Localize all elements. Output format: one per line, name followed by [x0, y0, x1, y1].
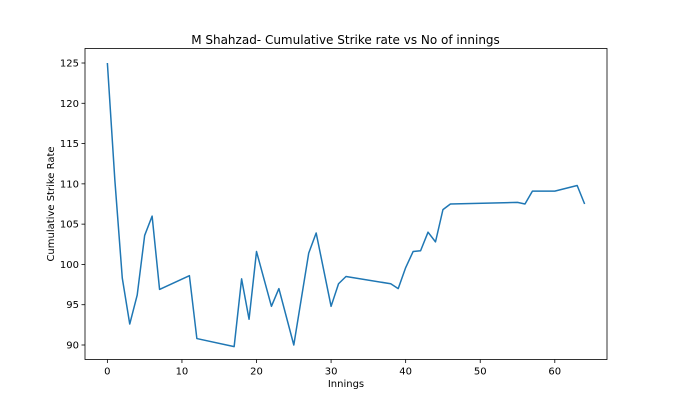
- y-axis-label: Cumulative Strike Rate: [46, 146, 57, 261]
- y-axis-ticks: 90 95 100 105 110 115 120 125: [60, 59, 85, 351]
- x-axis-label: Innings: [328, 379, 364, 390]
- y-tick-label: 90: [66, 340, 79, 351]
- x-tick-label: 60: [548, 367, 561, 378]
- y-tick-label: 105: [60, 220, 79, 231]
- y-tick-label: 100: [60, 260, 79, 271]
- x-axis-ticks: 0 10 20 30 40 50 60: [104, 359, 561, 378]
- y-tick-label: 95: [66, 300, 79, 311]
- x-tick-label: 50: [474, 367, 487, 378]
- plot-area: [106, 62, 586, 348]
- series-line-strike-rate: [106, 62, 586, 348]
- x-tick-label: 40: [399, 367, 412, 378]
- x-tick-label: 10: [176, 367, 189, 378]
- x-tick-label: 30: [325, 367, 338, 378]
- axes-frame: [84, 48, 608, 360]
- x-tick-label: 20: [250, 367, 263, 378]
- x-tick-label: 0: [104, 367, 110, 378]
- y-tick-label: 115: [60, 139, 79, 150]
- y-tick-label: 120: [60, 99, 79, 110]
- chart-title: M Shahzad- Cumulative Strike rate vs No …: [191, 33, 500, 47]
- y-tick-label: 125: [60, 59, 79, 70]
- y-tick-label: 110: [60, 179, 79, 190]
